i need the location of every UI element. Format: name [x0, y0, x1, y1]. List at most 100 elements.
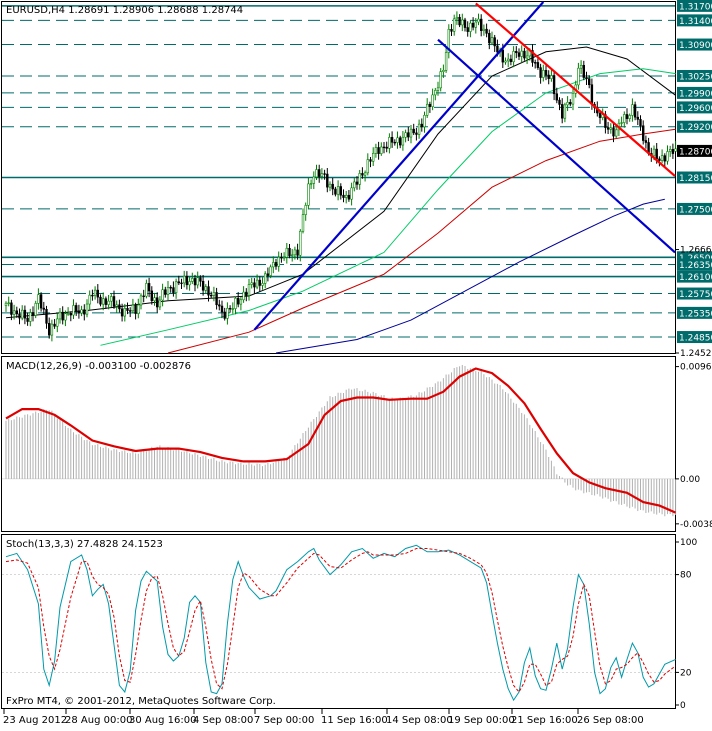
stoch-pane[interactable] [1, 534, 676, 709]
candle-body [239, 299, 243, 305]
candle-body [4, 302, 8, 306]
candle-body [20, 309, 24, 319]
candle-body [253, 282, 256, 288]
macd-tick-label: 0.00966 [680, 363, 712, 373]
candle-body [504, 60, 507, 63]
candle-body [204, 286, 207, 291]
candle [290, 248, 294, 262]
candle-body [423, 114, 426, 128]
level-price-box [677, 251, 712, 264]
candle-body [242, 291, 245, 301]
candle-body [609, 127, 613, 130]
candle-body [353, 181, 356, 189]
candle-body [250, 282, 253, 285]
candle-body [623, 114, 626, 123]
candle [326, 168, 329, 193]
trendline [437, 38, 676, 254]
candle-body [223, 311, 226, 319]
candle [485, 23, 488, 38]
candle [299, 229, 302, 262]
candle-body [458, 16, 461, 26]
candle-body [544, 69, 548, 76]
candle [26, 312, 29, 326]
candle-body [196, 277, 199, 286]
candle-body [469, 22, 472, 32]
candle [358, 169, 361, 190]
candle-body [658, 158, 661, 161]
candle [320, 168, 324, 180]
candle [336, 180, 340, 201]
candle-body [142, 295, 145, 298]
candle-body [7, 302, 10, 304]
candle [350, 182, 353, 206]
candle [471, 17, 475, 31]
candle-body [371, 153, 375, 162]
candle-body [525, 55, 529, 59]
candle-body [134, 304, 137, 314]
candle [668, 145, 672, 157]
candle [625, 108, 629, 125]
level-price-label: 1.25350 [679, 309, 712, 319]
candle-body [555, 93, 559, 101]
candle-body [237, 298, 240, 305]
candle-body [377, 147, 380, 154]
candle-body [69, 313, 73, 316]
candle [129, 307, 132, 318]
candle-body [129, 310, 132, 312]
candle [660, 149, 664, 164]
candle [31, 306, 35, 322]
candle [131, 298, 135, 314]
candle [134, 302, 137, 320]
candle [641, 120, 645, 145]
time-tick-label: 14 Sep 08:00 [386, 715, 453, 726]
macd-readout: MACD(12,26,9) -0.003100 -0.002876 [6, 361, 191, 372]
candle-body [361, 173, 364, 176]
candle [479, 14, 483, 37]
candle [523, 47, 526, 61]
level-price-label: 1.27500 [679, 205, 712, 215]
candle-body [388, 137, 391, 149]
candle-body [439, 71, 442, 89]
candle [452, 14, 456, 36]
candle [636, 111, 640, 126]
candle-body [34, 303, 37, 316]
macd-layer [2, 364, 677, 517]
candle [369, 156, 372, 168]
candle-body [479, 18, 483, 31]
candle [75, 302, 78, 316]
candle-body [431, 94, 434, 107]
candle [207, 280, 210, 302]
candle [102, 292, 105, 311]
candle [633, 101, 637, 121]
level-price-label: 1.29600 [679, 104, 712, 114]
candle [555, 87, 559, 104]
candle-body [520, 50, 523, 57]
moving-average-line [167, 128, 676, 354]
candle-body [26, 317, 29, 322]
candle [377, 141, 380, 160]
candle-body [641, 125, 645, 141]
candle-body [571, 92, 575, 105]
candle [512, 46, 515, 68]
candle-body [328, 183, 332, 188]
candle-body [490, 37, 494, 44]
candle-body [272, 262, 275, 268]
candle-body [263, 273, 267, 284]
candle [220, 300, 224, 319]
candle-body [598, 112, 602, 118]
candle [110, 293, 113, 308]
candle-body [234, 298, 237, 309]
candle-body [288, 247, 291, 256]
candle-body [442, 69, 445, 72]
trendlines-layer[interactable] [253, 1, 676, 331]
candle [237, 292, 240, 308]
candle-body [477, 18, 480, 23]
candle-body [269, 266, 272, 276]
candle [304, 202, 307, 221]
candle [560, 98, 564, 124]
candle [296, 243, 299, 260]
candle [191, 272, 194, 285]
candle [439, 68, 442, 92]
